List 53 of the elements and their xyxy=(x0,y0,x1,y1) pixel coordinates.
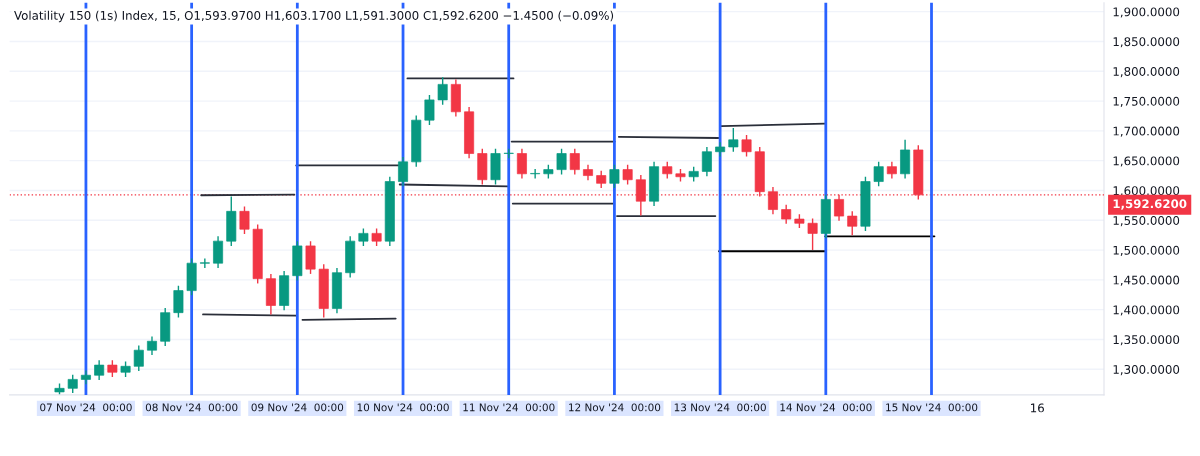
candlestick xyxy=(239,205,250,235)
candlestick xyxy=(173,285,184,319)
candlestick xyxy=(133,344,144,372)
candlestick xyxy=(701,146,712,177)
x-tick-label: 14 Nov '24 00:00 xyxy=(780,403,872,412)
x-tick-label: 16 xyxy=(1030,403,1044,413)
candlestick xyxy=(569,148,580,176)
candlestick xyxy=(873,161,884,187)
candlestick xyxy=(556,148,567,176)
candlestick xyxy=(741,134,752,158)
y-tick-label: 1,550.0000 xyxy=(1113,215,1180,227)
candlestick xyxy=(781,204,792,225)
x-tick-label: 13 Nov '24 00:00 xyxy=(674,403,766,412)
y-tick-label: 1,600.0000 xyxy=(1113,186,1180,197)
candlestick xyxy=(80,369,91,385)
candlestick xyxy=(94,359,105,381)
candlestick xyxy=(847,210,858,236)
candlestick xyxy=(516,148,527,180)
ref-line-label: 1,592.6200 xyxy=(1113,199,1187,210)
x-tick-label: 09 Nov '24 00:00 xyxy=(251,403,344,412)
y-tick-label: 1,750.0000 xyxy=(1113,96,1180,107)
candlestick xyxy=(67,373,78,394)
y-tick-label: 1,300.0000 xyxy=(1113,364,1180,376)
candlestick xyxy=(213,235,224,269)
candlestick xyxy=(609,164,620,189)
y-tick-label: 1,700.0000 xyxy=(1113,126,1180,137)
y-tick-label: 1,450.0000 xyxy=(1113,275,1180,286)
y-tick-label: 1,850.0000 xyxy=(1113,37,1180,48)
candlestick xyxy=(424,94,435,126)
x-tick-label: 10 Nov '24 00:00 xyxy=(357,403,449,412)
y-tick-label: 1,800.0000 xyxy=(1113,67,1180,78)
y-tick-label: 1,900.0000 xyxy=(1113,7,1180,18)
annotation: Volatility 150 (1s) Index, 15, O1,593.9700 H1,603.1700 L1,591.3000 C1,592.6200 −1.4500 (−0.09%) xyxy=(14,10,614,23)
candlestick xyxy=(807,217,818,251)
x-tick-label: 08 Nov '24 00:00 xyxy=(145,403,238,412)
candlestick xyxy=(728,127,739,153)
candlestick xyxy=(715,141,726,158)
candlestick xyxy=(398,156,408,187)
y-tick-label: 1,350.0000 xyxy=(1113,335,1180,346)
candlestick xyxy=(622,164,633,186)
y-tick-label: 1,500.0000 xyxy=(1113,245,1180,256)
candlestick xyxy=(530,168,541,180)
y-tick-label: 1,400.0000 xyxy=(1113,305,1180,316)
x-tick-label: 07 Nov '24 00:00 xyxy=(40,403,132,412)
x-tick-label: 11 Nov '24 00:00 xyxy=(463,403,555,412)
x-tick-label: 15 Nov '24 00:00 xyxy=(886,403,978,412)
candlestick xyxy=(437,76,448,106)
candlestick xyxy=(900,139,911,180)
x-tick-label: 12 Nov '24 00:00 xyxy=(569,403,661,412)
candlestick xyxy=(199,257,210,269)
candlestick xyxy=(305,240,316,275)
y-tick-label: 1,650.0000 xyxy=(1113,156,1180,167)
candlestick xyxy=(147,335,157,356)
